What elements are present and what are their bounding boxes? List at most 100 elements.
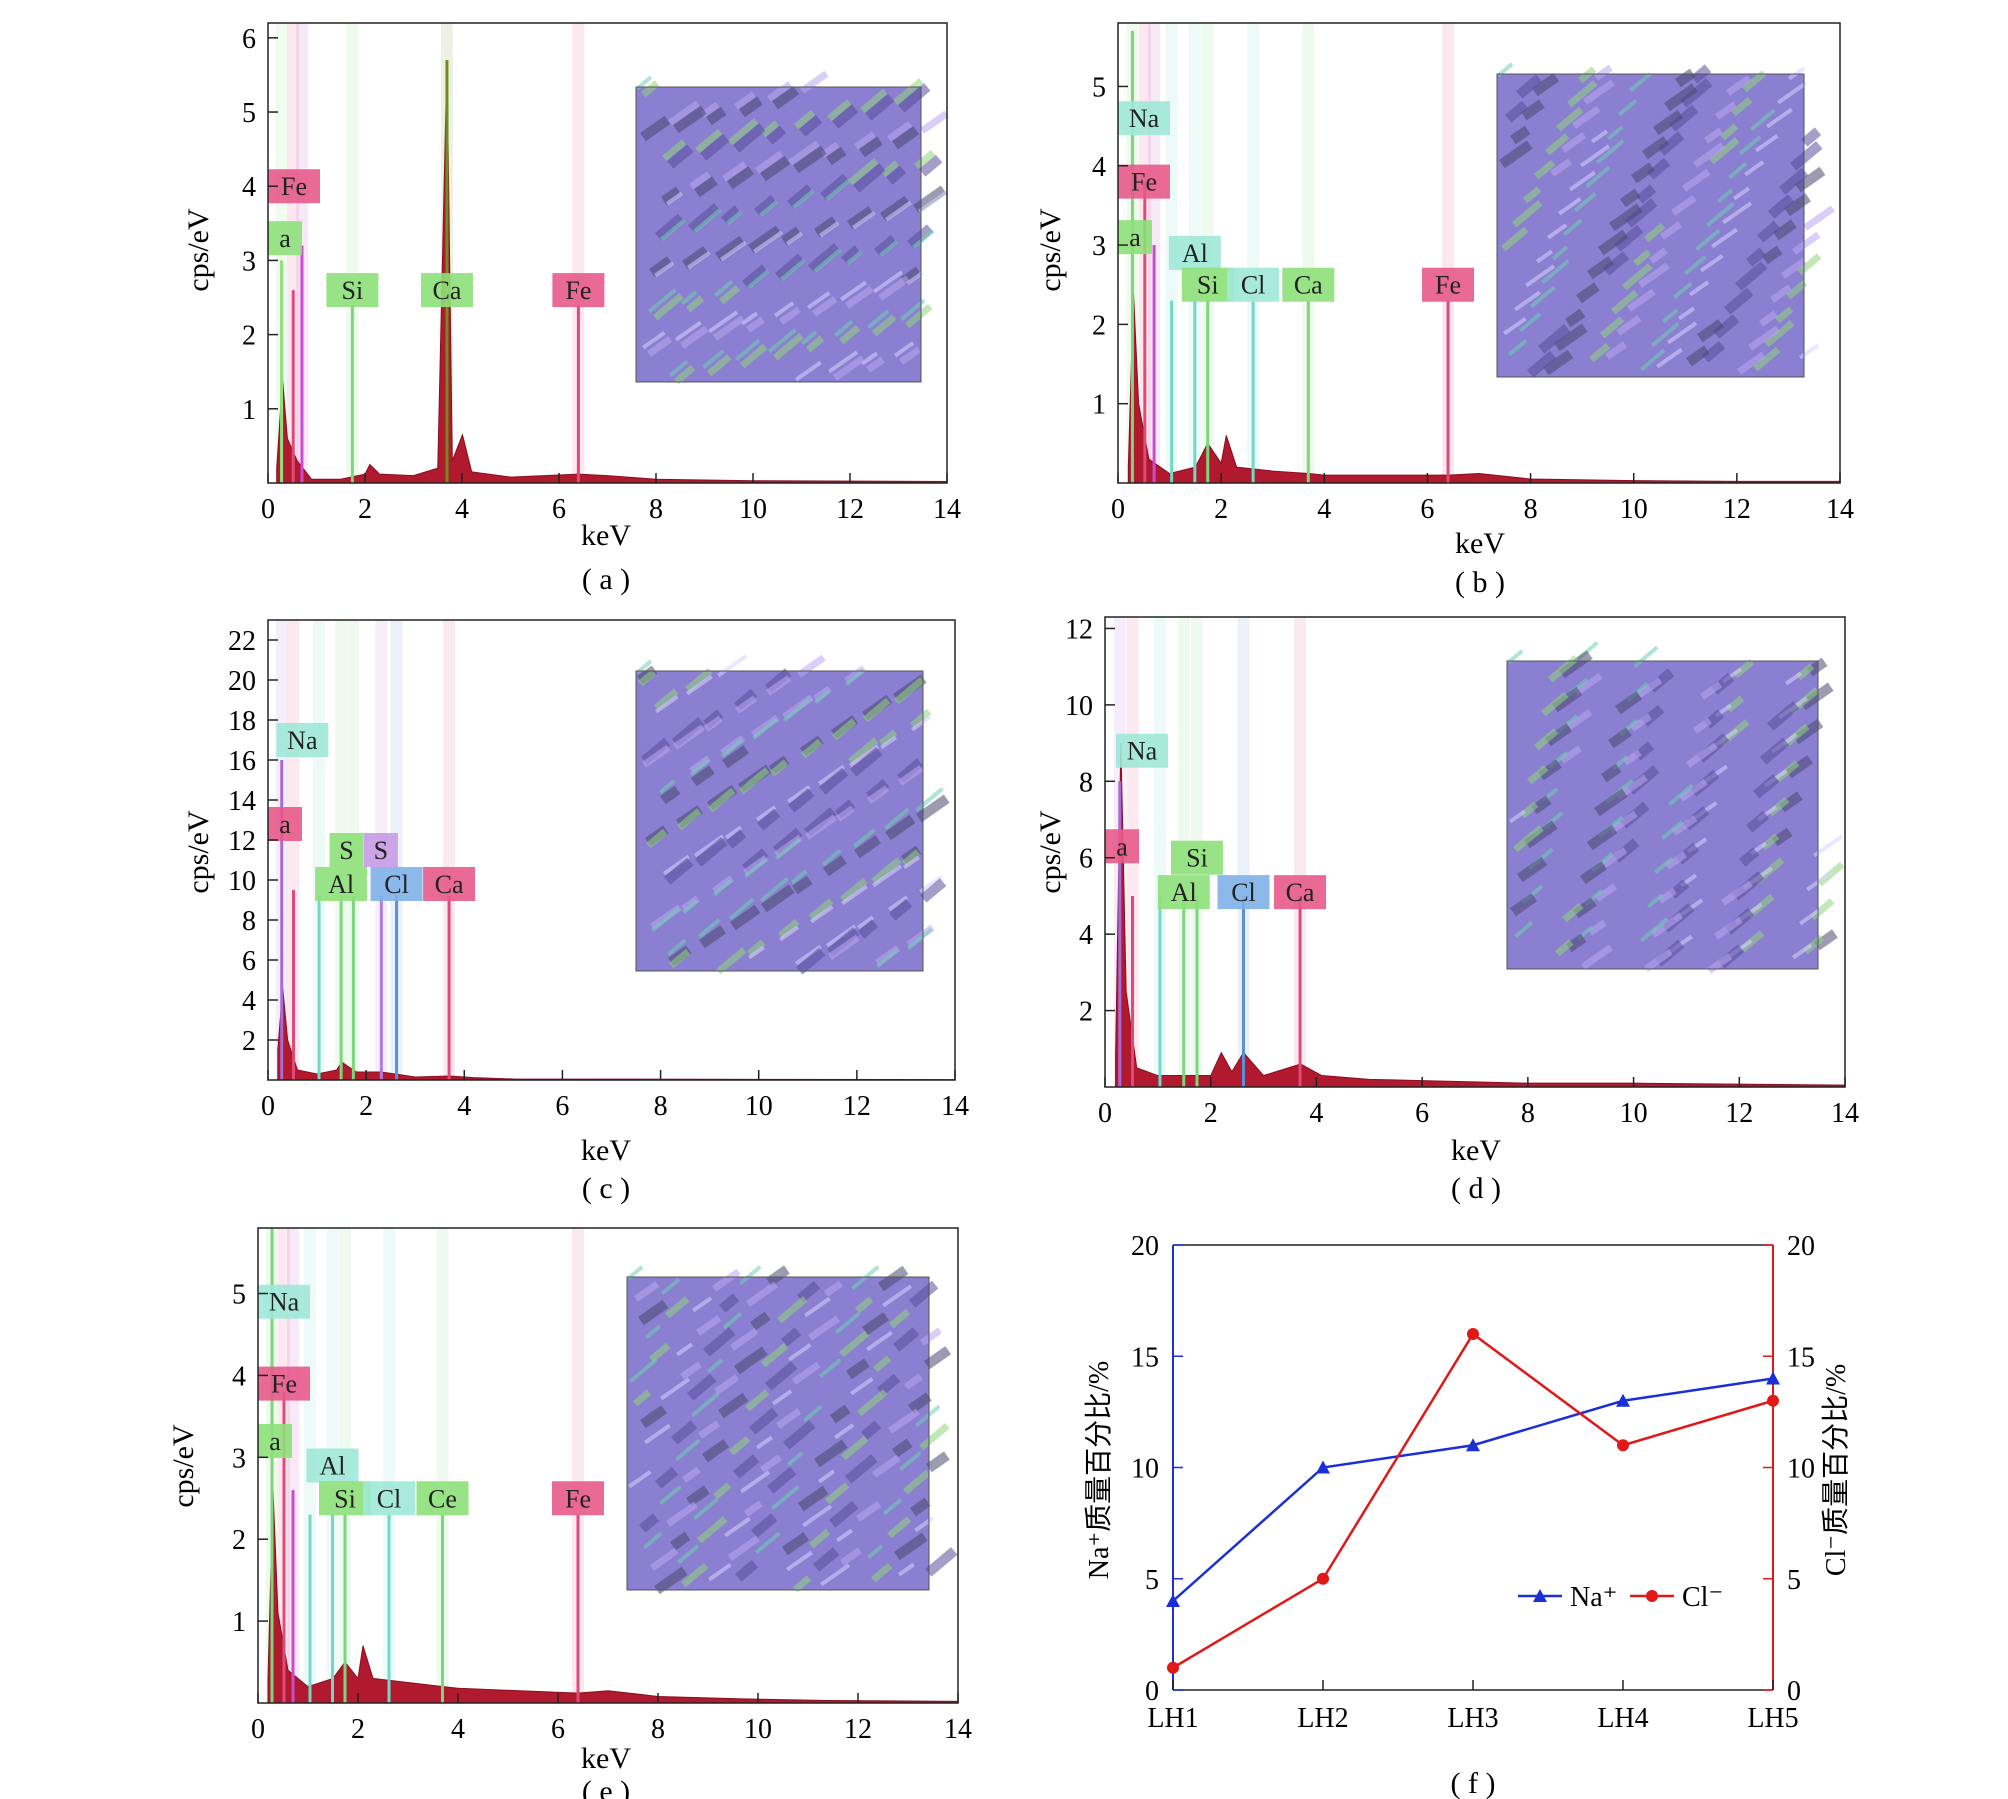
map-speckle <box>651 907 680 933</box>
map-speckle <box>1538 759 1562 781</box>
map-speckle <box>708 787 736 813</box>
map-speckle <box>1664 83 1698 112</box>
map-speckle <box>1739 847 1760 867</box>
map-speckle <box>1680 78 1713 108</box>
element-label: Fe <box>281 172 307 201</box>
eds-map-image <box>626 1265 958 1595</box>
map-speckle <box>1714 916 1743 940</box>
map-speckle <box>1600 316 1625 339</box>
map-speckle <box>873 270 904 294</box>
y-tick-label: 2 <box>1079 997 1093 1028</box>
x-tick-label: 6 <box>1415 1098 1429 1129</box>
map-speckle <box>863 697 891 723</box>
element-label: a <box>269 1427 281 1456</box>
map-speckle <box>903 855 921 870</box>
map-speckle <box>719 1293 740 1313</box>
map-speckle <box>911 229 935 250</box>
map-speckle <box>679 325 709 349</box>
map-speckle <box>803 1404 823 1423</box>
map-speckle <box>676 1342 694 1357</box>
map-speckle <box>1510 893 1538 917</box>
map-speckle <box>1785 671 1803 686</box>
element-label: Cl <box>384 870 409 899</box>
map-speckle <box>1508 809 1527 824</box>
map-speckle <box>694 176 718 198</box>
element-label-box <box>1118 101 1170 136</box>
map-speckle <box>734 1346 768 1375</box>
map-speckle <box>820 1563 851 1587</box>
map-speckle <box>760 155 791 182</box>
panel-caption: ( a ) <box>582 563 630 596</box>
x-tick-label: 2 <box>1204 1098 1218 1129</box>
map-speckle <box>1560 745 1583 764</box>
map-speckle <box>659 785 681 805</box>
map-speckle <box>835 805 855 822</box>
map-speckle <box>1523 186 1542 204</box>
eds-map-image <box>635 70 949 385</box>
element-label: Ce <box>428 1484 457 1513</box>
map-speckle <box>1793 718 1824 745</box>
map-speckle <box>1573 897 1597 919</box>
element-label: Cl <box>1241 271 1266 300</box>
element-label-box <box>1282 267 1335 302</box>
map-speckle <box>1661 820 1684 841</box>
map-speckle <box>846 1358 870 1380</box>
map-speckle <box>1781 258 1807 279</box>
map-speckle <box>907 927 933 951</box>
y-tick-label: 4 <box>242 172 256 203</box>
map-speckle <box>660 1277 681 1296</box>
map-speckle <box>707 354 732 377</box>
map-speckle <box>728 897 755 921</box>
x-tick-label: LH5 <box>1747 1703 1798 1734</box>
map-speckle <box>780 258 806 282</box>
map-speckle <box>828 350 859 374</box>
map-speckle <box>823 1280 843 1297</box>
map-speckle <box>1567 80 1598 108</box>
map-speckle <box>1577 66 1597 84</box>
map-speckle <box>718 1392 749 1419</box>
x-tick-label: 0 <box>1111 494 1125 525</box>
map-speckle <box>634 1281 660 1302</box>
y-tick-label: 3 <box>232 1443 246 1474</box>
x-tick-label: 14 <box>1831 1098 1859 1129</box>
x-axis-label: keV <box>1455 527 1505 560</box>
map-speckle <box>793 1575 812 1593</box>
element-label-box <box>420 273 473 308</box>
map-speckle <box>1531 795 1552 815</box>
map-speckle <box>1744 160 1765 177</box>
element-label-box <box>1217 875 1270 910</box>
map-speckle <box>893 78 924 106</box>
map-speckle <box>766 125 787 145</box>
left-y-tick-label: 10 <box>1131 1454 1159 1485</box>
element-band <box>1294 617 1307 1087</box>
map-speckle <box>813 685 832 702</box>
map-speckle <box>1653 856 1674 875</box>
map-speckle <box>1726 695 1745 713</box>
map-speckle <box>1525 264 1556 288</box>
y-tick-label: 18 <box>228 706 256 737</box>
na-point <box>1466 1438 1480 1452</box>
map-speckle <box>832 355 865 381</box>
map-speckle <box>653 293 684 321</box>
map-speckle <box>910 1497 931 1517</box>
map-speckle <box>1530 285 1556 309</box>
map-speckle <box>1633 249 1652 267</box>
map-speckle <box>1497 62 1514 78</box>
map-speckle <box>833 1423 855 1440</box>
map-speckle <box>1622 263 1653 291</box>
element-label-box <box>1422 267 1475 302</box>
map-speckle <box>733 1454 760 1479</box>
map-speckle <box>628 1470 652 1489</box>
element-label: Al <box>328 870 354 899</box>
map-speckle <box>822 848 842 867</box>
map-speckle <box>735 338 761 362</box>
plot-frame <box>1117 22 1841 484</box>
na-point <box>1766 1371 1780 1385</box>
map-speckle <box>686 1485 710 1507</box>
element-label: a <box>1116 832 1128 861</box>
map-speckle <box>889 898 913 921</box>
map-speckle <box>636 75 653 91</box>
map-speckle <box>909 708 932 729</box>
map-speckle <box>1720 880 1753 906</box>
